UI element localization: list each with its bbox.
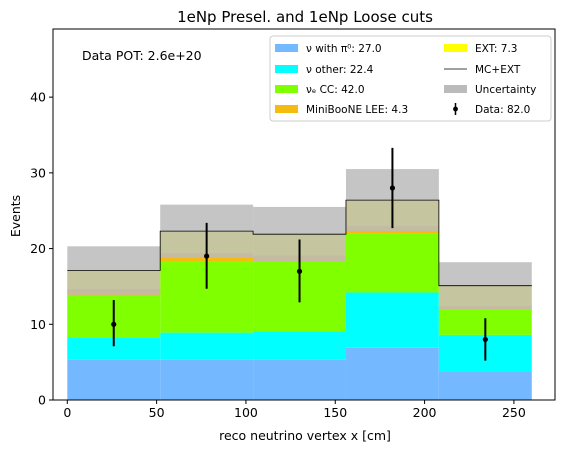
y-tick-label-30: 30 (30, 165, 46, 180)
bar-series-1-bin-0 (67, 337, 161, 360)
data-point-3 (389, 185, 396, 191)
pot-annotation: Data POT: 2.6e+20 (82, 48, 202, 63)
legend-label-series-2: νₑ CC: 42.0 (306, 84, 365, 96)
legend-swatch-series-1 (275, 65, 298, 73)
y-tick-label-10: 10 (30, 317, 46, 332)
legend-label-mc-ext: MC+EXT (475, 64, 521, 76)
bar-series-0-bin-0 (67, 359, 161, 400)
data-point-0 (111, 321, 117, 327)
legend-label-series-1: ν other: 22.4 (306, 64, 374, 76)
chart-title: 1eNp Presel. and 1eNp Loose cuts (177, 8, 433, 26)
x-tick-label-100: 100 (234, 405, 258, 420)
x-axis-label: reco neutrino vertex x [cm] (219, 428, 391, 443)
x-tick-label-250: 250 (502, 405, 526, 420)
legend-label-uncertainty: Uncertainty (475, 84, 536, 96)
legend-label-data: Data: 82.0 (475, 104, 530, 116)
legend-label-series-4: EXT: 7.3 (475, 43, 517, 55)
legend-box (269, 35, 552, 122)
x-tick-label-0: 0 (63, 405, 71, 420)
bar-series-1-bin-3 (345, 292, 439, 348)
data-point-1 (204, 253, 210, 259)
bar-series-0-bin-2 (253, 359, 346, 400)
data-point-2 (296, 268, 303, 274)
legend-swatch-series-3 (275, 105, 298, 113)
x-tick-label-50: 50 (149, 405, 165, 420)
legend-label-series-0: ν with π⁰: 27.0 (306, 43, 382, 55)
bar-series-0-bin-4 (438, 371, 532, 400)
legend-swatch-uncertainty (444, 85, 467, 93)
axes-frame (52, 28, 556, 401)
legend-label-series-3: MiniBooNE LEE: 4.3 (306, 104, 408, 116)
data-point-4 (482, 336, 488, 343)
bar-series-0-bin-3 (345, 347, 439, 400)
bar-series-1-bin-1 (160, 332, 254, 360)
legend-swatch-series-2 (275, 85, 298, 93)
x-tick-label-200: 200 (413, 405, 437, 420)
mc-ext-line (67, 199, 532, 287)
legend: ν with π⁰: 27.0 ν other: 22.4 νₑ CC: 42.0 M… (269, 35, 552, 122)
bar-series-0-bin-1 (160, 359, 254, 400)
y-tick-label-0: 0 (38, 393, 46, 408)
legend-marker-data (453, 106, 458, 112)
y-axis-label: Events (8, 195, 23, 237)
legend-swatch-series-4 (444, 44, 467, 52)
bar-series-1-bin-2 (253, 331, 346, 360)
bar-series-2-bin-3 (345, 233, 439, 293)
x-tick-label-150: 150 (323, 405, 347, 420)
y-tick-label-40: 40 (30, 90, 46, 105)
legend-swatch-series-0 (275, 44, 298, 52)
y-tick-label-20: 20 (30, 241, 46, 256)
